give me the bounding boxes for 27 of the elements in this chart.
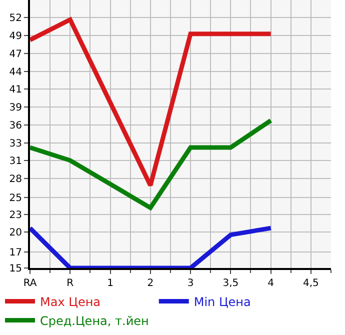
y-tick-label: 28 bbox=[9, 174, 22, 186]
x-tick-label: R bbox=[66, 278, 74, 289]
y-tick-label: 20 bbox=[9, 228, 22, 239]
x-tick-label: 3,5 bbox=[222, 278, 239, 289]
x-tick-label: 2 bbox=[147, 278, 154, 289]
y-tick-label: 15 bbox=[9, 264, 22, 274]
legend-label: Max Цена bbox=[40, 294, 101, 309]
y-tick-label: 31 bbox=[9, 156, 22, 168]
y-tick-label: 41 bbox=[9, 84, 22, 96]
x-tick-label: 4 bbox=[268, 278, 274, 289]
y-tick-label: 49 bbox=[9, 30, 22, 42]
legend-label: Min Цена bbox=[194, 294, 251, 309]
x-tick-label: 3 bbox=[187, 278, 194, 289]
x-tick-label: RA bbox=[23, 278, 37, 289]
x-tick-label: 1 bbox=[107, 278, 114, 289]
line-series bbox=[30, 118, 274, 210]
y-tick-label: 17 bbox=[9, 247, 22, 258]
y-tick-label: 33 bbox=[9, 138, 22, 150]
x-tick-label: 4,5 bbox=[302, 278, 319, 289]
y-tick-label: 47 bbox=[9, 48, 22, 60]
legend-label: Сред.Цена, т.йен bbox=[40, 314, 149, 328]
y-tick-label: 39 bbox=[9, 102, 22, 114]
y-tick-label: 36 bbox=[9, 120, 22, 132]
y-tick-label: 23 bbox=[9, 210, 22, 221]
y-tick-label: 25 bbox=[9, 193, 22, 204]
y-tick-label: 44 bbox=[9, 66, 22, 78]
y-tick-label: 52 bbox=[9, 13, 22, 24]
